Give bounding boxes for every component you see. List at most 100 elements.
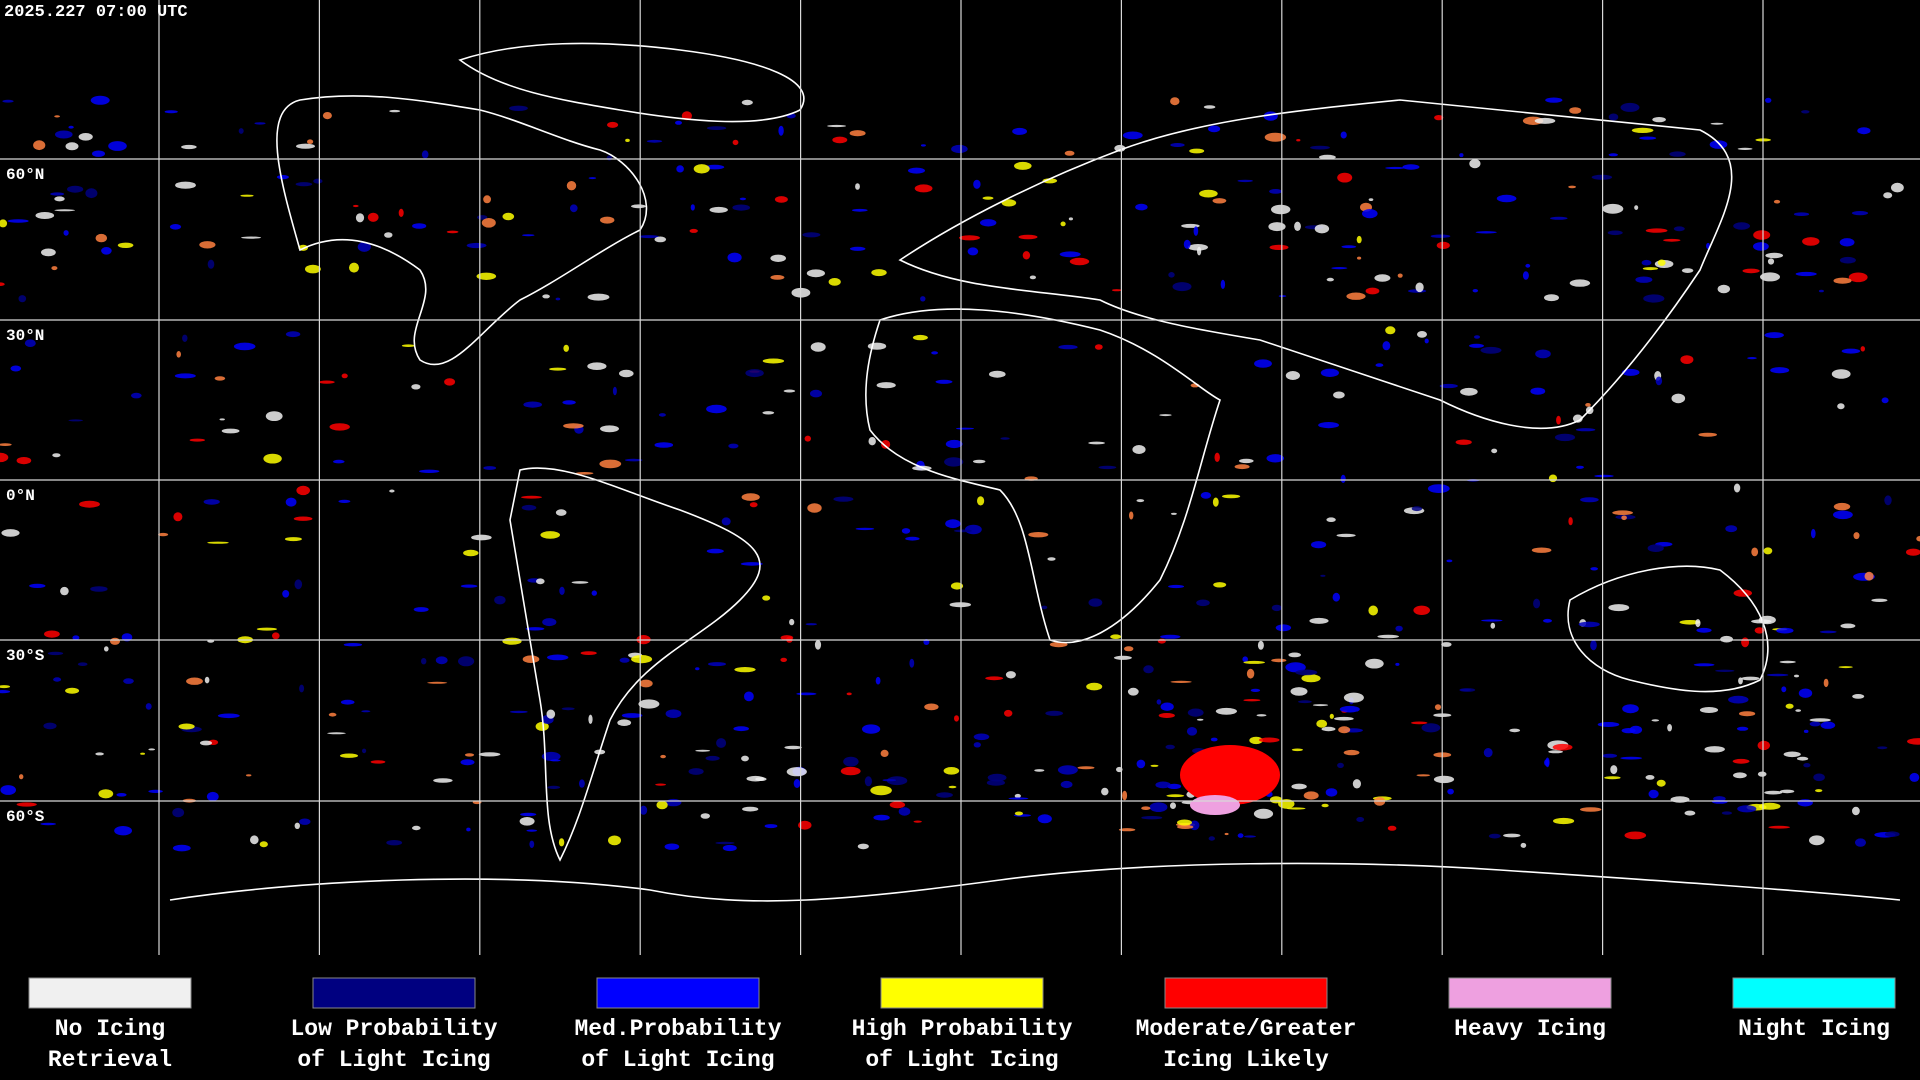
icing-patch <box>1737 805 1757 813</box>
icing-patch <box>541 751 561 761</box>
icing-patch <box>722 844 737 852</box>
icing-patch <box>1291 748 1303 752</box>
icing-patch <box>965 524 982 535</box>
icing-patch <box>1472 289 1479 293</box>
icing-patch <box>389 489 395 493</box>
icing-patch <box>654 442 674 448</box>
icing-patch <box>1544 294 1559 302</box>
icing-patch <box>90 95 110 105</box>
icing-patch <box>1721 811 1732 815</box>
icing-patch <box>1831 369 1851 379</box>
icing-patch <box>90 586 108 592</box>
icing-patch <box>427 681 448 684</box>
icing-patch <box>1620 102 1640 112</box>
icing-patch <box>250 835 259 845</box>
icing-patch <box>639 805 648 815</box>
icing-patch <box>849 246 866 251</box>
icing-patch <box>1310 145 1330 150</box>
icing-patch <box>1608 153 1619 157</box>
icing-patch <box>851 208 868 212</box>
icing-patch <box>1309 617 1329 624</box>
icing-patch <box>1129 511 1134 520</box>
icing-patch <box>706 548 724 554</box>
icing-patch <box>72 635 80 640</box>
icing-patch <box>1884 831 1900 837</box>
icing-patch <box>340 699 355 705</box>
icing-patch <box>914 184 933 193</box>
icing-patch <box>798 820 812 830</box>
icing-patch <box>523 401 542 408</box>
icing-patch <box>1811 528 1816 539</box>
icing-patch <box>1552 743 1573 751</box>
icing-field <box>0 95 1920 852</box>
icing-patch <box>639 679 653 688</box>
icing-patch <box>1365 287 1380 295</box>
icing-patch <box>734 667 756 673</box>
icing-patch <box>29 583 46 589</box>
icing-patch <box>881 440 891 449</box>
icing-patch <box>857 843 869 850</box>
icing-patch <box>1045 710 1064 716</box>
icing-patch <box>1319 154 1336 160</box>
icing-patch <box>233 342 256 351</box>
icing-patch <box>617 719 632 726</box>
icing-patch <box>1597 722 1620 727</box>
icing-patch <box>529 840 535 848</box>
icing-patch <box>221 428 240 434</box>
icing-patch <box>1673 226 1685 232</box>
icing-patch <box>1124 646 1134 652</box>
icing-patch <box>1058 344 1078 350</box>
icing-patch <box>1667 724 1672 732</box>
icing-patch <box>1387 825 1397 831</box>
icing-patch <box>1222 494 1241 499</box>
icing-patch <box>762 358 785 364</box>
icing-patch <box>550 759 561 762</box>
icing-patch <box>693 164 710 174</box>
legend-label: Low Probability <box>290 1016 497 1042</box>
icing-patch <box>1696 627 1712 633</box>
icing-patch <box>327 732 346 735</box>
icing-patch <box>412 825 421 831</box>
icing-patch <box>186 677 203 685</box>
icing-patch <box>51 266 58 271</box>
icing-patch <box>1166 794 1185 798</box>
icing-patch <box>1296 139 1301 142</box>
icing-patch <box>1188 244 1208 251</box>
icing-patch <box>1548 474 1558 483</box>
icing-patch <box>203 499 220 505</box>
icing-patch <box>1568 185 1576 189</box>
coast-eurasia <box>898 99 1733 430</box>
icing-patch <box>706 126 727 130</box>
icing-patch <box>1742 268 1760 274</box>
legend: No Icing Retrieval Low Probability of Light… <box>0 958 1920 1080</box>
icing-patch <box>1713 796 1726 802</box>
icing-patch <box>796 692 817 696</box>
icing-patch <box>1258 737 1280 743</box>
icing-patch <box>1177 819 1192 826</box>
icing-patch <box>1168 272 1175 278</box>
timestamp: 2025.227 07:00 UTC <box>4 3 188 22</box>
legend-label: Icing Likely <box>1163 1047 1329 1073</box>
icing-patch <box>110 637 120 645</box>
icing-patch <box>341 373 348 379</box>
icing-patch <box>199 241 216 249</box>
icing-patch <box>1250 688 1261 693</box>
legend-swatch <box>312 977 476 1009</box>
icing-patch <box>783 389 796 393</box>
icing-patch <box>1813 773 1825 782</box>
icing-patch <box>1680 355 1694 364</box>
icing-patch <box>1647 544 1664 552</box>
icing-patch <box>1329 713 1334 719</box>
icing-patch <box>1285 371 1300 380</box>
icing-patch <box>1837 403 1845 410</box>
icing-patch <box>1544 759 1550 766</box>
icing-patch <box>463 549 479 557</box>
icing-patch <box>1368 605 1378 616</box>
icing-patch <box>178 723 195 730</box>
icing-patch <box>1823 678 1829 688</box>
icing-patch <box>1474 335 1480 339</box>
icing-patch <box>948 785 957 789</box>
icing-patch <box>0 685 11 689</box>
icing-patch <box>1341 245 1357 249</box>
icing-patch <box>1014 811 1024 816</box>
